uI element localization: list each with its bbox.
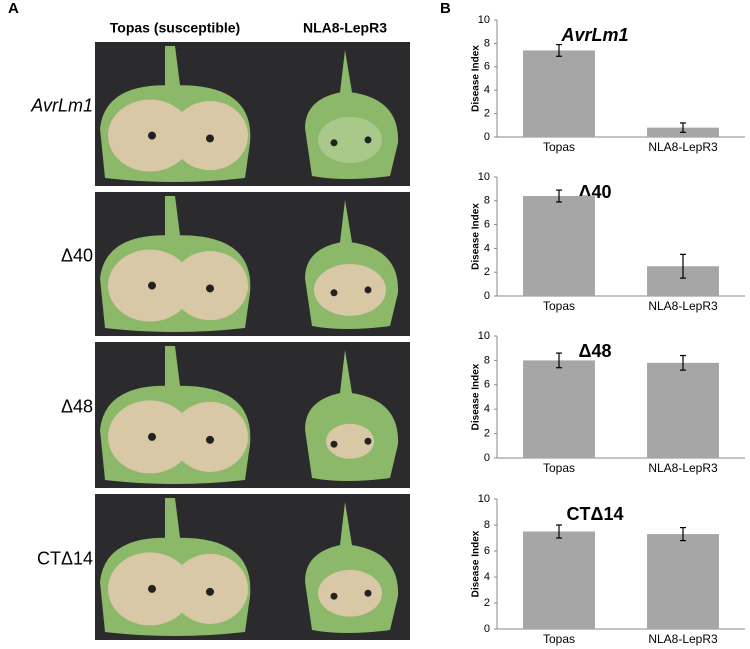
x-tick-label: Topas [543,299,575,313]
bar [523,531,595,629]
y-tick-label: 8 [484,195,490,207]
y-tick-label: 0 [484,290,490,302]
hole [330,440,338,448]
hole [148,281,156,290]
y-tick-label: 8 [484,354,490,366]
error-bar [556,352,562,369]
y-tick-label: 2 [484,108,490,120]
column-header: Topas (susceptible) [110,20,240,36]
hole [364,136,372,144]
y-tick-label: 2 [484,597,490,609]
y-axis-label: Disease Index [471,530,482,597]
hole [148,432,156,441]
lesion [326,423,374,459]
hole [364,286,372,294]
y-tick-label: 0 [484,131,490,143]
y-tick-label: 4 [484,242,490,254]
x-tick-label: Topas [543,140,575,154]
hole [148,584,156,593]
row-label: Δ40 [61,246,93,266]
y-tick-label: 2 [484,266,490,278]
chart-title: CTΔ14 [567,504,624,524]
hole [206,134,214,143]
error-bar [556,524,562,539]
y-tick-label: 10 [478,171,490,183]
x-tick-label: NLA8-LepR3 [648,140,718,154]
hole [206,435,214,444]
bar [523,50,595,137]
error-bar [680,122,686,133]
bar [647,362,719,458]
y-tick-label: 6 [484,61,490,73]
x-tick-label: Topas [543,632,575,646]
bar [523,360,595,458]
lesion [314,264,386,316]
y-tick-label: 0 [484,452,490,464]
error-bar [680,253,686,279]
error-bar [680,354,686,371]
row-label: Δ48 [61,396,93,416]
hole [206,284,214,293]
y-tick-label: 4 [484,403,490,415]
y-tick-label: 10 [478,330,490,342]
x-tick-label: NLA8-LepR3 [648,299,718,313]
bar [647,534,719,629]
hole [330,139,338,147]
column-header: NLA8-LepR3 [303,20,387,36]
y-tick-label: 4 [484,571,490,583]
error-bar [556,43,562,57]
chart-title: Δ48 [579,341,612,361]
y-axis-label: Disease Index [471,363,482,430]
row-label: AvrLm1 [30,96,93,116]
y-tick-label: 6 [484,219,490,231]
y-tick-label: 2 [484,428,490,440]
x-tick-label: NLA8-LepR3 [648,632,718,646]
y-tick-label: 0 [484,623,490,635]
lesion [318,569,382,617]
hole [206,587,214,596]
hole [364,437,372,445]
y-axis-label: Disease Index [471,203,482,270]
y-tick-label: 8 [484,519,490,531]
y-tick-label: 8 [484,37,490,49]
x-tick-label: NLA8-LepR3 [648,461,718,475]
chart-title: AvrLm1 [560,25,628,45]
lesion [318,116,382,163]
y-tick-label: 10 [478,493,490,505]
panel-label: A [8,0,19,17]
photo-panel [95,42,410,640]
y-tick-label: 10 [478,14,490,26]
x-tick-label: Topas [543,461,575,475]
hole [330,592,338,600]
hole [148,131,156,140]
y-tick-label: 6 [484,545,490,557]
y-tick-label: 6 [484,379,490,391]
y-axis-label: Disease Index [471,45,482,112]
error-bar [680,526,686,542]
error-bar [556,189,562,203]
hole [330,289,338,297]
hole [364,589,372,597]
panel-label: B [440,0,451,17]
bar [523,196,595,296]
y-tick-label: 4 [484,84,490,96]
row-label: CTΔ14 [37,548,93,568]
